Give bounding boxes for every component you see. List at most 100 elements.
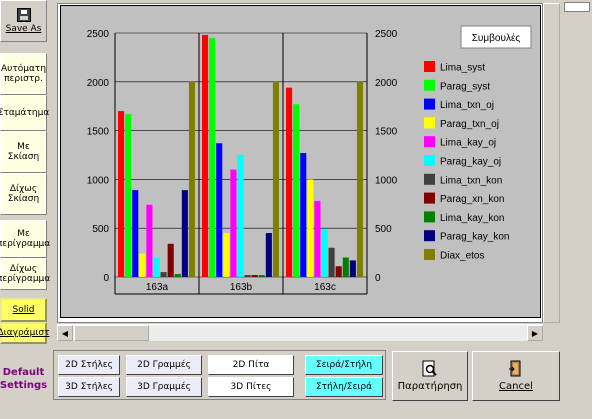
chart-type-group	[53, 350, 386, 400]
pie-3d-button[interactable]: 3D Πίτες	[208, 377, 294, 397]
y-tick-label-left: 2000	[87, 78, 110, 89]
bar	[118, 111, 125, 277]
bar	[328, 247, 335, 277]
chart-panel: 0 0 500 500 1000 1000 1500 1500 2000 2000 2500 2500…	[60, 5, 541, 318]
bar	[307, 179, 314, 277]
bar	[209, 37, 216, 277]
with-shadow-label: Με Σκίαση	[7, 142, 40, 162]
bar	[314, 200, 321, 277]
bar	[125, 114, 132, 278]
scroll-left-arrow-icon[interactable]: ◀	[57, 325, 73, 341]
bar	[216, 143, 223, 277]
horizontal-scrollbar-thumb[interactable]	[74, 325, 149, 341]
vertical-scrollbar[interactable]	[543, 3, 560, 323]
default-settings-label[interactable]: Default Settings	[0, 353, 47, 405]
bar	[244, 275, 251, 277]
y-tick-label-right: 0	[375, 273, 381, 284]
y-tick-label-left: 1500	[87, 127, 110, 138]
auto-rotate-button[interactable]: Αυτόματη περιστρ.	[0, 53, 47, 95]
y-tick-label-left: 2500	[87, 29, 110, 40]
legend-swatch	[424, 230, 435, 242]
legend-label: Lima_kay_kon	[440, 213, 504, 224]
save-as-button[interactable]: Save As	[0, 0, 47, 42]
pie-2d-button[interactable]: 2D Πίτα	[208, 355, 294, 375]
with-outline-label: Με περίγραμμα	[0, 229, 51, 249]
bar	[321, 229, 328, 277]
bars-3d-label: 3D Στήλες	[65, 382, 113, 392]
vertical-scrollbar-thumb[interactable]	[543, 3, 560, 323]
bar	[293, 104, 300, 277]
bar	[342, 257, 349, 277]
y-tick-label-right: 1000	[375, 175, 398, 186]
preview-button[interactable]: Παρατήρηση	[392, 351, 468, 401]
bar	[146, 204, 153, 277]
no-shadow-button[interactable]: Δίχως Σκίαση	[0, 173, 47, 215]
bar	[139, 253, 146, 277]
stop-button[interactable]: Σταμάτημα	[0, 95, 50, 131]
column-series-button[interactable]: Στήλη/Σειρά	[305, 377, 383, 397]
bars-2d-label: 2D Στήλες	[65, 360, 113, 370]
bar	[335, 266, 342, 277]
legend-label: Parag_kay_oj	[440, 157, 501, 168]
legend-swatch	[424, 173, 435, 185]
stop-label: Σταμάτημα	[0, 108, 50, 118]
horizontal-scrollbar[interactable]: ◀ ▶	[57, 324, 543, 341]
lines-2d-button[interactable]: 2D Γραμμές	[126, 355, 202, 375]
legend-swatch	[424, 61, 435, 72]
y-tick-label-right: 500	[375, 224, 392, 235]
bars-2d-button[interactable]: 2D Στήλες	[58, 355, 120, 375]
legend-label: Parag_txn_oj	[440, 119, 499, 130]
y-tick-label-right: 1500	[375, 127, 398, 138]
legend-label: Lima_kay_oj	[440, 138, 496, 149]
legend-label: Lima_txn_kon	[440, 175, 502, 186]
gradient-label: Διαγράμιστ	[0, 328, 50, 338]
right-panel	[562, 0, 592, 330]
legend-swatch	[424, 249, 435, 260]
x-tick-label: 163c	[314, 282, 336, 293]
no-shadow-label: Δίχως Σκίαση	[7, 184, 40, 204]
bar	[237, 155, 244, 277]
lines-3d-label: 3D Γραμμές	[137, 382, 191, 392]
advice-button	[460, 25, 532, 49]
lines-2d-label: 2D Γραμμές	[137, 360, 191, 370]
solid-label: Solid	[12, 305, 35, 315]
bar	[356, 81, 363, 277]
legend-swatch	[424, 192, 435, 204]
solid-button[interactable]: Solid	[0, 298, 47, 322]
series-column-button[interactable]: Σειρά/Στήλη	[305, 355, 383, 375]
cancel-button[interactable]: Cancel	[472, 351, 560, 401]
x-tick-label: 163a	[146, 282, 169, 293]
legend-swatch	[424, 155, 435, 166]
with-outline-button[interactable]: Με περίγραμμα	[0, 220, 51, 258]
gradient-button[interactable]: Διαγράμιστ	[0, 322, 50, 344]
column-series-label: Στήλη/Σειρά	[315, 382, 373, 392]
y-tick-label-right: 2000	[375, 78, 398, 89]
legend-swatch	[424, 117, 435, 129]
legend-label: Parag_kay_kon	[440, 232, 510, 243]
floppy-disk-icon	[16, 8, 31, 22]
bars-3d-button[interactable]: 3D Στήλες	[58, 377, 120, 397]
right-panel-field[interactable]	[564, 2, 590, 12]
bar	[132, 190, 139, 277]
x-tick-label: 163b	[230, 282, 253, 293]
bar	[153, 257, 160, 277]
bar	[230, 169, 237, 277]
lines-3d-button[interactable]: 3D Γραμμές	[126, 377, 202, 397]
y-tick-label-left: 500	[92, 224, 109, 235]
with-shadow-button[interactable]: Με Σκίαση	[0, 131, 47, 173]
no-outline-label: Δίχως περίγραμμα	[0, 264, 51, 284]
legend-label: Diax_etos	[440, 251, 484, 262]
pie-3d-label: 3D Πίτες	[230, 382, 272, 392]
cancel-label: Cancel	[499, 381, 533, 392]
advice-button-label: Συμβουλές	[472, 32, 521, 44]
legend-swatch	[424, 79, 435, 91]
legend-swatch	[424, 211, 435, 223]
scroll-right-arrow-icon[interactable]: ▶	[527, 325, 543, 341]
legend-label: Lima_txn_oj	[440, 100, 494, 111]
print-preview-icon	[422, 360, 437, 377]
auto-rotate-label: Αυτόματη περιστρ.	[0, 64, 47, 84]
bar	[300, 153, 307, 277]
no-outline-button[interactable]: Δίχως περίγραμμα	[0, 258, 51, 290]
bar	[223, 233, 230, 277]
bar	[181, 190, 188, 277]
